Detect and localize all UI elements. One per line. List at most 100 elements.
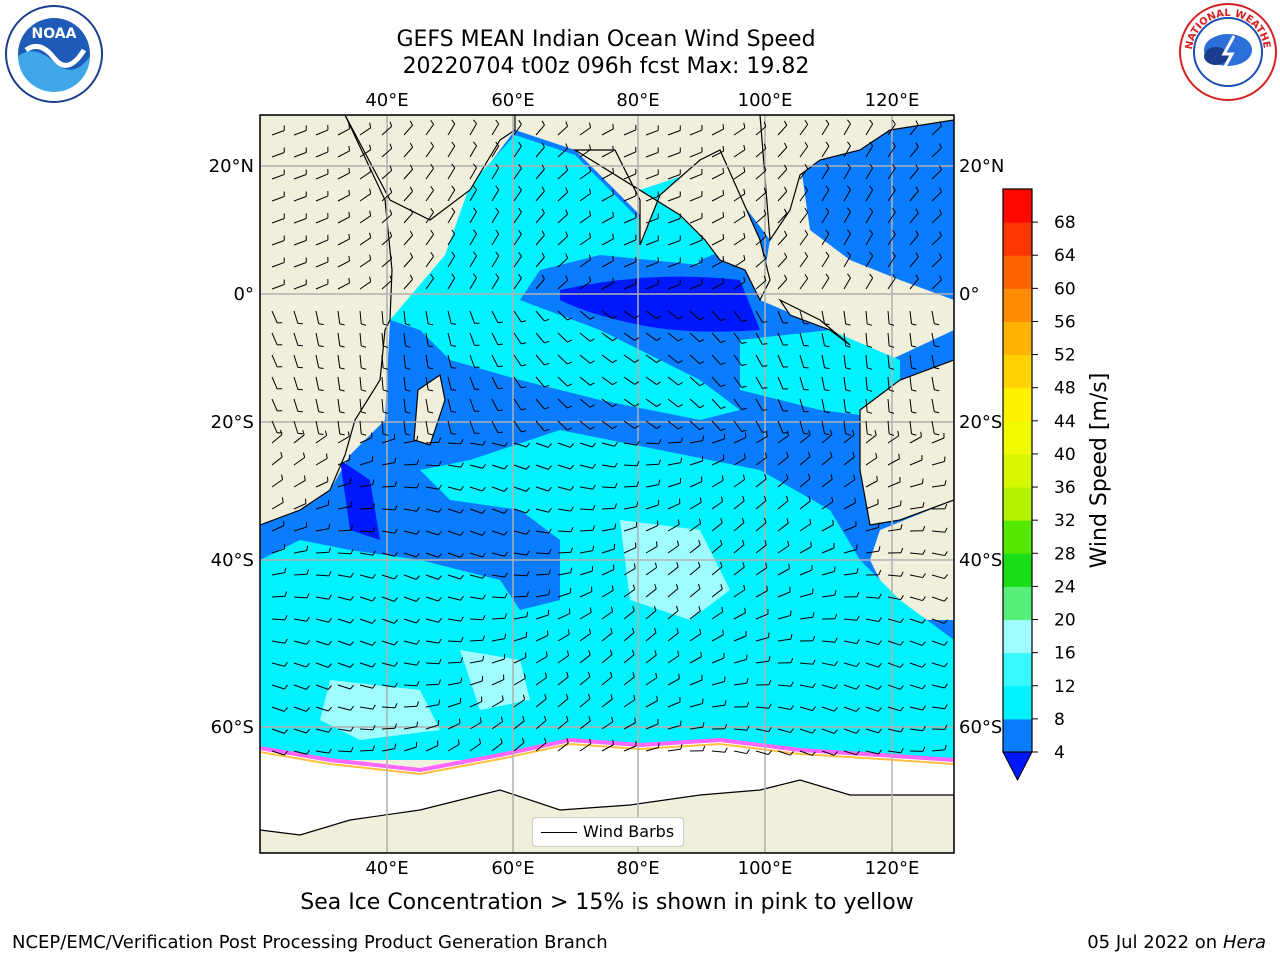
wind-barb xyxy=(381,743,397,752)
wind-barb xyxy=(733,749,750,755)
wind-barb xyxy=(887,640,904,646)
wind-barb xyxy=(799,659,816,665)
wind-barb xyxy=(887,595,904,601)
wind-barb xyxy=(931,143,942,158)
wind-barb xyxy=(359,376,367,392)
wind-barb xyxy=(381,618,398,624)
wind-barb xyxy=(711,124,725,136)
wind-barb xyxy=(359,420,367,436)
wind-barb xyxy=(799,310,809,325)
wind-barb xyxy=(337,525,354,532)
wind-barb xyxy=(491,376,503,390)
colorbar-tick-label: 68 xyxy=(1054,213,1076,233)
wind-barb xyxy=(777,495,789,510)
wind-barb xyxy=(513,376,527,389)
colorbar-tick-label: 40 xyxy=(1054,445,1076,465)
wind-barb xyxy=(887,229,896,246)
wind-barb xyxy=(931,376,940,392)
wind-barb xyxy=(337,726,354,732)
wind-barb xyxy=(557,354,573,365)
wind-barb xyxy=(579,586,593,598)
wind-barb xyxy=(821,543,835,554)
wind-barb xyxy=(843,185,851,202)
wind-barb xyxy=(645,719,659,730)
wind-barb xyxy=(601,398,617,408)
colorbar-tick-label: 44 xyxy=(1054,412,1076,432)
wind-barb xyxy=(931,433,945,444)
wind-barb xyxy=(491,508,508,514)
wind-barb xyxy=(403,332,411,348)
wind-barb xyxy=(381,596,398,602)
wind-barb xyxy=(315,727,332,733)
wind-barb xyxy=(799,252,809,268)
wind-barb xyxy=(271,169,285,180)
wind-barb xyxy=(777,705,794,711)
wind-barb xyxy=(403,506,420,512)
wind-barb xyxy=(865,749,882,755)
wind-barb xyxy=(755,310,768,323)
wind-barb xyxy=(293,749,310,755)
wind-barb xyxy=(425,530,442,536)
wind-barb xyxy=(777,120,788,136)
wind-barb xyxy=(403,721,419,730)
wind-barb xyxy=(557,332,573,343)
wind-barb xyxy=(359,704,376,710)
wind-barb xyxy=(293,310,303,325)
wind-barb xyxy=(315,332,324,348)
wind-barb xyxy=(799,376,809,391)
wind-barb xyxy=(359,456,374,466)
wind-barb xyxy=(601,354,617,364)
wind-barb xyxy=(403,208,414,224)
wind-barb xyxy=(491,653,506,664)
wind-barb xyxy=(535,737,547,752)
wind-barb xyxy=(623,190,637,202)
wind-barb xyxy=(931,209,942,224)
wind-barb xyxy=(271,213,285,224)
wind-barb xyxy=(381,253,393,268)
wind-barb xyxy=(777,750,794,756)
wind-barb xyxy=(799,142,809,158)
wind-barb xyxy=(359,550,376,556)
nws-logo: NATIONAL WEATHER SERVICE xyxy=(1178,2,1277,101)
wind-barb xyxy=(821,613,838,620)
wind-barb xyxy=(403,639,420,645)
wind-barb xyxy=(469,594,486,600)
wind-barb xyxy=(645,695,658,708)
wind-barb xyxy=(425,574,442,580)
wind-barb xyxy=(271,638,288,644)
wind-barb xyxy=(755,275,767,290)
wind-barb xyxy=(513,442,530,448)
wind-barb xyxy=(711,561,723,576)
wind-barb xyxy=(601,606,614,620)
wind-barb xyxy=(865,430,877,444)
wind-barb xyxy=(447,574,464,580)
wind-barb xyxy=(623,332,640,341)
wind-barb xyxy=(293,354,303,369)
wind-barb xyxy=(821,398,830,414)
wind-barb xyxy=(865,376,873,392)
wind-barb xyxy=(777,354,789,368)
wind-barb xyxy=(469,229,477,246)
top-lon-label: 40°E xyxy=(365,90,408,111)
wind-barb xyxy=(755,431,768,444)
wind-barb xyxy=(755,165,767,180)
wind-barb xyxy=(469,207,477,224)
wind-barb xyxy=(799,186,809,202)
wind-barb xyxy=(909,525,926,532)
wind-barb xyxy=(425,141,434,158)
wind-barb xyxy=(513,529,530,535)
wind-barb xyxy=(909,746,926,752)
wind-barb xyxy=(469,119,477,136)
colorbar-segment xyxy=(1003,354,1032,389)
wind-barb xyxy=(579,254,592,268)
wind-barb xyxy=(513,398,527,411)
wind-barb xyxy=(667,257,681,268)
wind-barb xyxy=(711,310,726,322)
wind-barb xyxy=(843,251,851,268)
wind-barb xyxy=(865,662,882,668)
wind-barb xyxy=(491,551,508,557)
wind-barb xyxy=(931,596,948,602)
wind-barb xyxy=(799,230,809,246)
wind-barb xyxy=(645,420,662,429)
wind-barb xyxy=(799,612,815,620)
